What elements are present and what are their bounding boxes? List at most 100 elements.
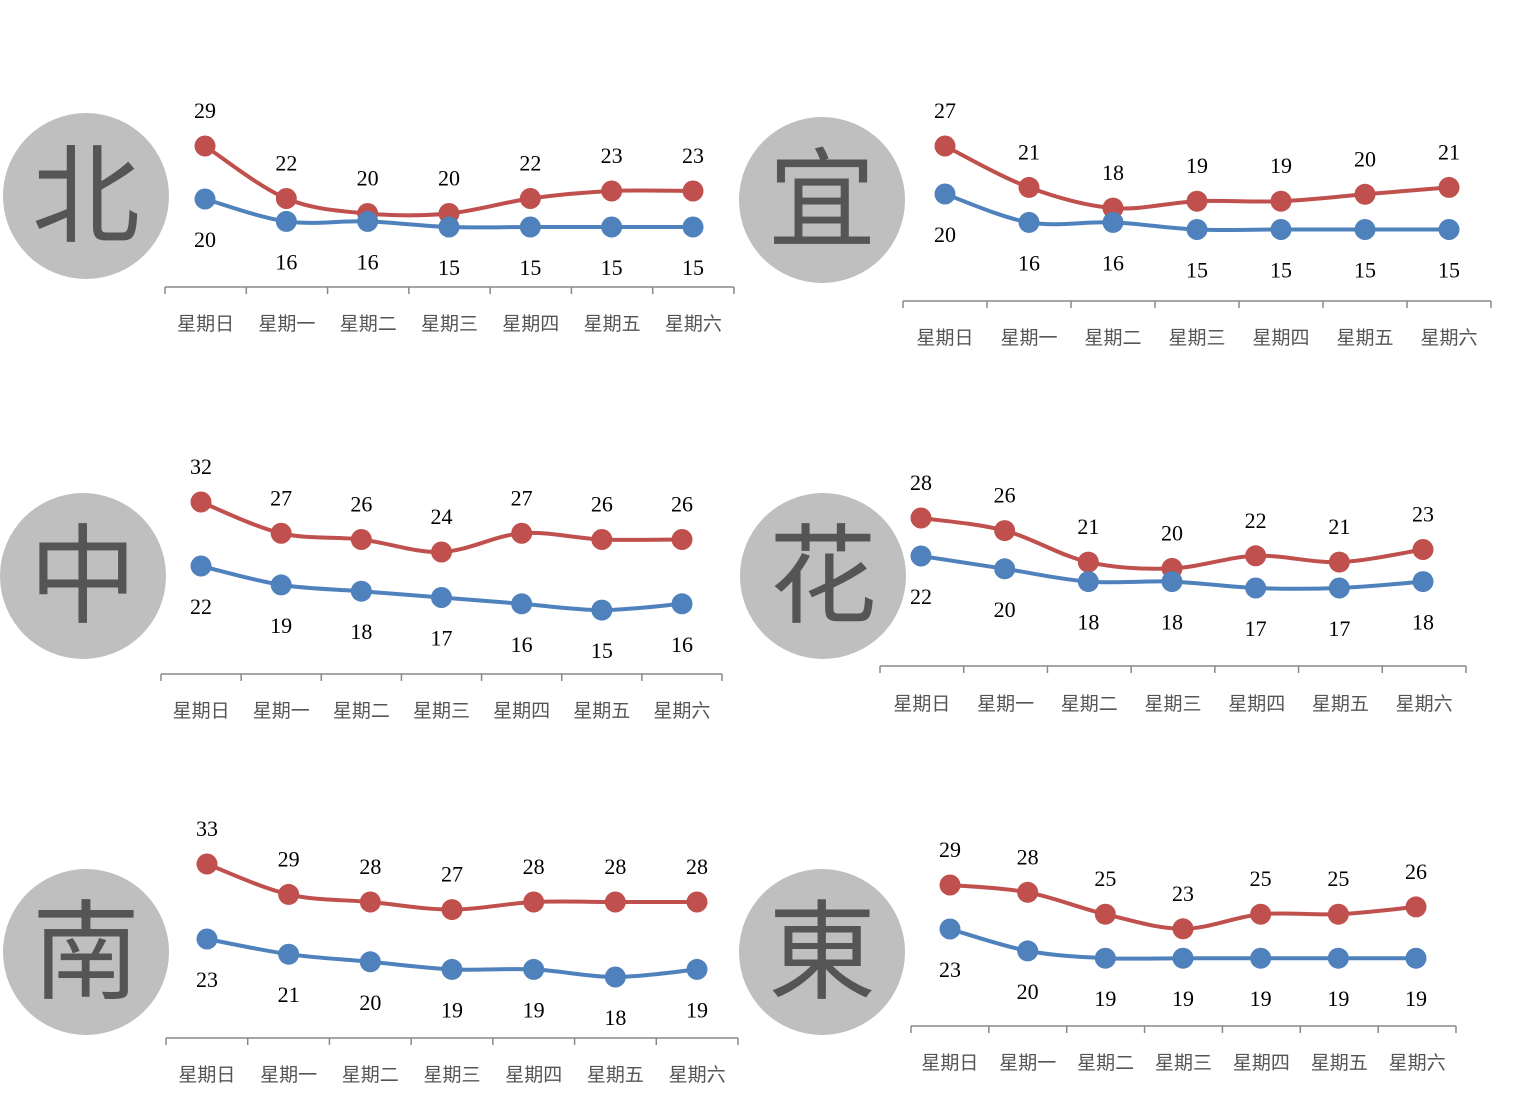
series-low-data-label: 22 — [190, 594, 212, 619]
series-low-data-label: 19 — [441, 997, 463, 1022]
series-high-data-label: 28 — [359, 854, 381, 879]
series-high-data-label: 25 — [1250, 866, 1272, 891]
series-high-data-label: 29 — [939, 837, 961, 862]
series-low-point — [270, 574, 292, 596]
series-low-point — [431, 587, 452, 608]
series-high-data-label: 32 — [190, 454, 212, 479]
series-high-data-label: 18 — [1102, 160, 1124, 185]
series-low-point — [1270, 219, 1292, 240]
series-low-data-label: 19 — [1327, 986, 1349, 1011]
series-high-data-label: 27 — [441, 862, 463, 887]
x-tick-label: 星期五 — [1336, 327, 1393, 349]
series-high-point — [1094, 903, 1116, 925]
x-tick-label: 星期二 — [340, 313, 397, 335]
series-low-point — [1017, 940, 1039, 962]
region-label: 東 — [768, 891, 876, 1016]
series-low-data-label: 16 — [671, 632, 693, 657]
region-circle — [740, 493, 906, 659]
series-high-data-label: 28 — [686, 854, 708, 879]
series-low-data-label: 18 — [350, 619, 372, 644]
series-high-point — [1077, 551, 1099, 573]
series-high-data-label: 22 — [275, 151, 297, 176]
x-tick-label: 星期二 — [1084, 327, 1141, 349]
series-low-data-label: 17 — [1245, 616, 1267, 641]
series-high-data-label: 22 — [519, 151, 541, 176]
series-low-point — [604, 966, 626, 988]
series-low-data-label: 17 — [1328, 616, 1350, 641]
series-low-data-label: 19 — [523, 997, 545, 1022]
series-low-point — [682, 216, 704, 238]
series-low-data-label: 19 — [270, 613, 292, 638]
series-low-data-label: 16 — [275, 249, 297, 274]
series-low-point — [1354, 219, 1376, 240]
x-tick-label: 星期三 — [423, 1064, 480, 1086]
series-high-point — [994, 520, 1016, 542]
x-tick-label: 星期二 — [1061, 693, 1118, 715]
x-tick-label: 星期日 — [916, 327, 973, 349]
x-tick-label: 星期三 — [1144, 693, 1201, 715]
x-tick-label: 星期三 — [413, 700, 470, 722]
series-low-data-label: 17 — [431, 626, 453, 651]
x-tick-label: 星期三 — [1155, 1052, 1212, 1074]
series-high-point — [275, 188, 297, 209]
series-high-point — [519, 188, 541, 209]
series-low-data-label: 16 — [1018, 250, 1040, 275]
series-low-point — [910, 545, 932, 567]
region-circle — [739, 117, 905, 283]
series-low-data-label: 20 — [934, 222, 956, 247]
series-high-point — [1017, 881, 1039, 903]
series-high-data-label: 25 — [1094, 866, 1116, 891]
x-tick-label: 星期一 — [999, 1052, 1056, 1074]
series-high-data-label: 19 — [1186, 153, 1208, 178]
series-high-data-label: 33 — [196, 816, 218, 841]
series-high-point — [441, 899, 463, 921]
x-tick-label: 星期二 — [342, 1064, 399, 1086]
x-tick-label: 星期一 — [977, 693, 1034, 715]
series-low-data-label: 18 — [1077, 610, 1099, 635]
region-label: 中 — [29, 515, 137, 640]
series-low-point — [1172, 947, 1194, 969]
region-circle — [3, 113, 169, 279]
series-low-point — [1161, 571, 1183, 593]
series-high-point — [1327, 903, 1349, 925]
series-high-point — [194, 135, 216, 157]
series-high-point — [934, 135, 956, 157]
region-circle — [0, 493, 166, 659]
x-tick-label: 星期五 — [1311, 1052, 1368, 1074]
series-high-data-label: 26 — [671, 492, 693, 517]
series-low-point — [671, 593, 693, 615]
x-tick-label: 星期日 — [177, 313, 234, 335]
series-high-point — [270, 522, 292, 544]
series-low-point — [523, 958, 545, 980]
series-high-data-label: 21 — [1077, 514, 1099, 539]
series-low-point — [1412, 571, 1434, 593]
series-high-data-label: 27 — [511, 485, 533, 510]
series-high-data-label: 19 — [1270, 153, 1292, 178]
series-low-data-label: 19 — [1250, 986, 1272, 1011]
series-low-point — [1094, 947, 1116, 969]
series-low-data-label: 23 — [939, 957, 961, 982]
x-tick-label: 星期四 — [502, 313, 559, 335]
series-low-point — [1186, 219, 1208, 240]
series-high-point — [1250, 903, 1272, 925]
series-low-point — [601, 216, 623, 238]
x-tick-label: 星期四 — [1252, 327, 1309, 349]
series-low-data-label: 15 — [601, 255, 623, 280]
series-high-point — [682, 180, 704, 202]
series-low-data-label: 15 — [1186, 258, 1208, 283]
series-high-point — [1186, 190, 1208, 212]
series-high-point — [523, 891, 545, 913]
series-high-data-label: 27 — [934, 98, 956, 123]
series-low-data-label: 18 — [604, 1005, 626, 1030]
series-high-point — [686, 891, 708, 913]
series-low-point — [441, 958, 463, 980]
series-high-point — [1412, 539, 1434, 560]
series-high-data-label: 23 — [1412, 502, 1434, 527]
series-low-point — [1327, 947, 1349, 969]
series-high-data-label: 22 — [1245, 508, 1267, 533]
series-high-point — [359, 891, 381, 913]
series-high-point — [671, 529, 693, 550]
